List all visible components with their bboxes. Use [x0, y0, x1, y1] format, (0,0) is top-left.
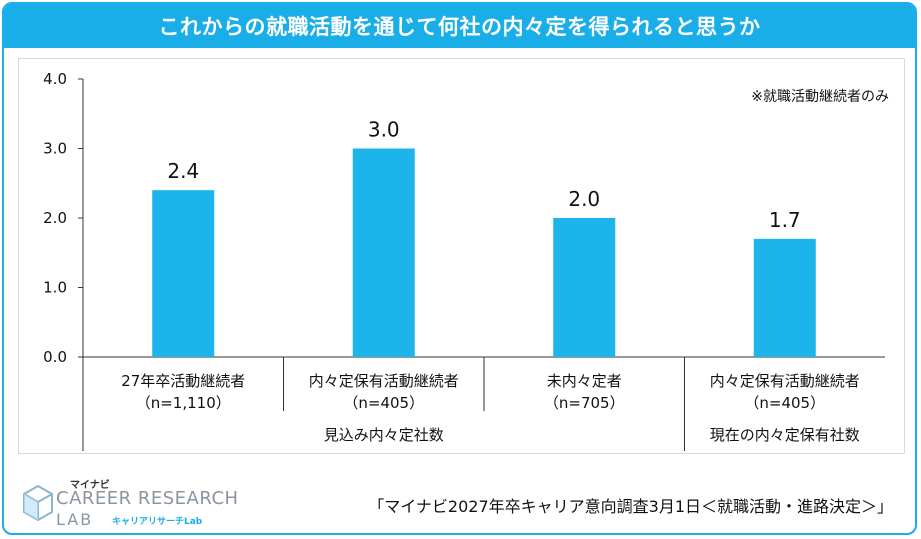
x-tick-label-n: （n=1,110）: [136, 394, 231, 412]
data-label: 2.4: [167, 159, 199, 183]
cube-logo-icon: [23, 484, 53, 522]
y-tick-label: 4.0: [43, 70, 67, 88]
bar: [553, 218, 616, 357]
x-tick-label-n: （n=405）: [343, 394, 424, 412]
x-tick-label-n: （n=405）: [744, 394, 825, 412]
bar: [753, 238, 816, 357]
career-research-lab-logo: マイナビ CAREER RESEARCH LAB キャリアリサーチLab: [22, 474, 242, 530]
x-tick-label: 内々定保有活動継続者: [710, 372, 860, 390]
bar-chart: 0.0 1.0 2.0 3.0 4.0 2.4 27年卒活動継続者 （n=1,110） 3.0…: [43, 70, 889, 451]
data-label: 1.7: [769, 208, 801, 232]
data-label: 2.0: [568, 187, 600, 211]
logo-wordmark: CAREER RESEARCH: [56, 488, 239, 509]
x-tick-label: 27年卒活動継続者: [121, 372, 245, 390]
y-tick-label: 3.0: [43, 140, 67, 158]
plot-panel: 0.0 1.0 2.0 3.0 4.0 2.4 27年卒活動継続者 （n=1,110） 3.0…: [18, 58, 905, 454]
group-label: 見込み内々定社数: [324, 426, 444, 444]
y-tick-label: 2.0: [43, 209, 67, 227]
bar: [152, 190, 215, 357]
x-tick-label-n: （n=705）: [544, 394, 625, 412]
bar: [352, 148, 415, 357]
x-tick-label: 内々定保有活動継続者: [309, 372, 459, 390]
group-label: 現在の内々定保有社数: [710, 426, 860, 444]
logo-lab: LAB: [56, 510, 94, 529]
chart-note: ※就職活動継続者のみ: [751, 88, 889, 105]
x-tick-label: 未内々定者: [547, 372, 622, 390]
source-citation: 「マイナビ2027年卒キャリア意向調査3月1日＜就職活動・進路決定＞」: [368, 497, 893, 516]
y-tick-label: 1.0: [43, 279, 67, 297]
data-label: 3.0: [368, 118, 400, 142]
chart-title: これからの就職活動を通じて何社の内々定を得られると思うか: [4, 4, 915, 48]
y-tick-label: 0.0: [43, 348, 67, 366]
logo-kana: キャリアリサーチLab: [112, 517, 203, 527]
logo-brand: マイナビ: [70, 480, 110, 491]
